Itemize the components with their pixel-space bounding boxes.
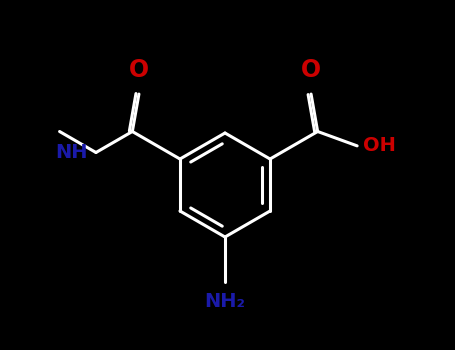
Text: NH₂: NH₂ [204,292,246,311]
Text: OH: OH [363,136,396,155]
Text: O: O [301,58,321,82]
Text: NH: NH [56,143,88,162]
Text: O: O [129,58,149,82]
